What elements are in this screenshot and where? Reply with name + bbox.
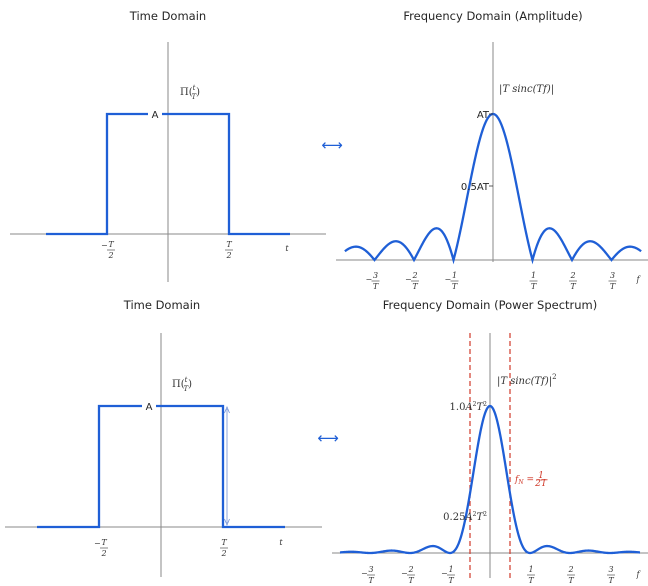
- title-frequency-power: Frequency Domain (Power Spectrum): [383, 298, 597, 312]
- transform-arrow-top: ⟷: [321, 136, 343, 154]
- pi-label-top: Π(t T): [180, 84, 200, 101]
- svg-text:T: T: [368, 576, 374, 585]
- svg-text:2: 2: [407, 565, 413, 574]
- panel-frequency-amplitude: Frequency Domain (Amplitude) |T sinc(Tf)…: [336, 9, 648, 291]
- svg-text:2: 2: [411, 271, 417, 280]
- svg-text:2: 2: [100, 549, 106, 558]
- freq-tick-neg1: −1 T: [445, 271, 459, 291]
- nyquist-label: fN =: [514, 475, 534, 486]
- panel-frequency-power: Frequency Domain (Power Spectrum) |T sin…: [332, 298, 648, 585]
- xlabel-t-bottom: t: [279, 538, 283, 547]
- svg-text:T: T: [373, 282, 379, 291]
- title-frequency-amplitude: Frequency Domain (Amplitude): [403, 9, 582, 23]
- freq-tick-pos1: 1T: [527, 565, 535, 585]
- transform-arrow-bottom: ⟷: [317, 429, 339, 447]
- svg-text:T: T: [448, 576, 454, 585]
- amp-label-bg-top: [148, 108, 162, 120]
- ytick-at: AT: [477, 110, 490, 121]
- svg-text:2: 2: [569, 271, 575, 280]
- tick-neg-half-t-bottom: − T 2: [94, 538, 108, 558]
- svg-text:2: 2: [567, 565, 573, 574]
- svg-text:T: T: [452, 282, 458, 291]
- svg-text:T: T: [528, 576, 534, 585]
- freq-tick-neg3: −3 T: [361, 565, 375, 585]
- svg-text:1: 1: [538, 471, 544, 481]
- panel-time-domain-top: Time Domain A Π(t T) − T 2 T 2 t: [10, 9, 326, 282]
- svg-text:−: −: [405, 275, 412, 284]
- svg-text:2: 2: [220, 549, 226, 558]
- svg-text:T: T: [108, 240, 114, 249]
- svg-text:T: T: [221, 538, 227, 547]
- svg-text:3: 3: [373, 271, 378, 280]
- amplitude-label-bottom: A: [146, 402, 153, 413]
- freq-tick-neg3: −3 T: [366, 271, 380, 291]
- freq-tick-neg2: −2 T: [405, 271, 419, 291]
- svg-text:1: 1: [448, 565, 453, 574]
- svg-text:2: 2: [107, 251, 113, 260]
- tick-pos-half-t-bottom: T 2: [220, 538, 228, 558]
- abs-sinc-label: |T sinc(Tf)|: [499, 84, 554, 95]
- svg-text:T: T: [608, 576, 614, 585]
- svg-text:−: −: [101, 241, 108, 250]
- svg-text:T: T: [226, 240, 232, 249]
- svg-text:2: 2: [225, 251, 231, 260]
- amp-label-bg-bottom: [142, 400, 156, 412]
- svg-text:−: −: [441, 569, 448, 578]
- freq-tick-neg1: −1 T: [441, 565, 455, 585]
- svg-text:T: T: [570, 282, 576, 291]
- freq-tick-pos1: 1T: [529, 271, 538, 291]
- tick-pos-half-t-top: T 2: [225, 240, 233, 260]
- freq-tick-pos2: 2T: [569, 271, 577, 291]
- svg-text:T: T: [531, 282, 537, 291]
- freq-tick-neg2: −2 T: [401, 565, 415, 585]
- svg-text:T: T: [101, 538, 107, 547]
- sinc-squared-curve: [339, 404, 641, 555]
- svg-text:T: T: [412, 282, 418, 291]
- pi-label-bottom: Π(t T): [172, 376, 192, 393]
- svg-text:−: −: [94, 539, 101, 548]
- xlabel-f-bottom: f: [636, 570, 642, 579]
- xlabel-f-top: f: [636, 275, 642, 284]
- xlabel-t-top: t: [285, 244, 289, 253]
- svg-text:1: 1: [452, 271, 457, 280]
- ytick-quarter-power: 0.25A2T2: [443, 511, 487, 523]
- rect-pulse-top: [46, 112, 290, 236]
- sinc-squared-label: |T sinc(Tf)|2: [497, 373, 557, 387]
- svg-text:T: T: [568, 576, 574, 585]
- svg-text:−: −: [366, 275, 373, 284]
- svg-text:2T: 2T: [534, 479, 548, 489]
- freq-tick-pos2: 2T: [567, 565, 575, 585]
- svg-text:−: −: [361, 569, 368, 578]
- tick-neg-half-t-top: − T 2: [101, 240, 115, 260]
- freq-tick-pos3: 3T: [608, 271, 617, 291]
- amplitude-label-top: A: [152, 110, 159, 121]
- svg-text:−: −: [445, 275, 452, 284]
- ytick-half-at: 0.5AT: [461, 182, 490, 193]
- svg-text:1: 1: [528, 565, 533, 574]
- freq-tick-pos3: 3T: [607, 565, 615, 585]
- svg-text:3: 3: [368, 565, 373, 574]
- svg-text:T: T: [610, 282, 616, 291]
- title-time-domain-top: Time Domain: [129, 9, 206, 23]
- svg-text:3: 3: [608, 565, 613, 574]
- panel-time-domain-bottom: Time Domain A Π(t T) − T 2 T 2 t: [5, 298, 322, 577]
- ytick-full-power: 1.0A2T2: [450, 401, 488, 413]
- rect-pulse-bottom: [37, 404, 285, 529]
- svg-text:T: T: [408, 576, 414, 585]
- title-time-domain-bottom: Time Domain: [123, 298, 200, 312]
- svg-text:−: −: [401, 569, 408, 578]
- svg-text:1: 1: [531, 271, 536, 280]
- svg-text:3: 3: [610, 271, 615, 280]
